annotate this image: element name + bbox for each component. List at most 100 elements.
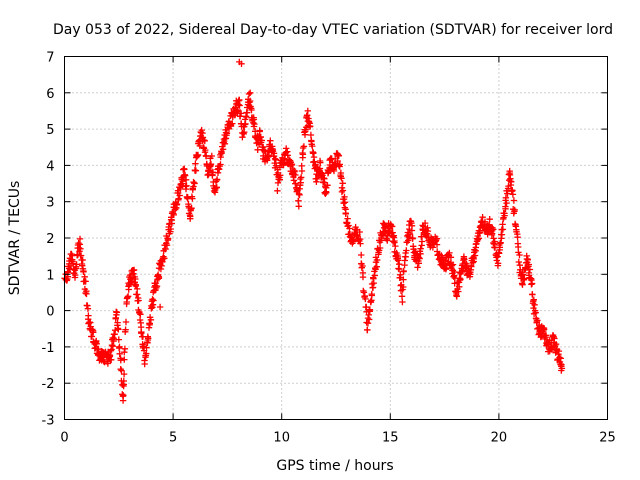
data-point: [132, 282, 140, 290]
data-point: [540, 326, 548, 333]
data-point: [117, 366, 124, 373]
data-point: [143, 344, 150, 351]
x-tick-label: 15: [382, 431, 399, 446]
y-tick-label: 2: [46, 232, 54, 247]
data-point: [394, 257, 402, 264]
data-point: [260, 144, 267, 151]
data-point: [417, 245, 424, 252]
data-point: [433, 241, 441, 248]
data-point: [258, 137, 265, 144]
data-point: [271, 155, 279, 162]
data-point: [88, 333, 96, 340]
data-point: [357, 240, 364, 247]
x-tick-label: 0: [60, 431, 68, 446]
data-point: [366, 308, 373, 315]
data-point: [490, 226, 497, 233]
data-point: [504, 190, 511, 197]
data-point: [461, 256, 468, 263]
data-point: [237, 113, 244, 120]
data-point: [509, 191, 517, 198]
data-point: [120, 370, 128, 378]
data-point: [334, 157, 341, 165]
data-point: [481, 218, 489, 225]
data-point: [530, 296, 537, 303]
data-point: [291, 167, 298, 174]
y-tick-label: 5: [46, 123, 54, 138]
data-point: [298, 174, 305, 181]
data-point: [359, 262, 366, 270]
data-point: [116, 343, 123, 350]
data-point: [493, 257, 500, 264]
data-point: [203, 153, 210, 160]
data-point: [153, 283, 161, 290]
data-point: [510, 197, 518, 204]
data-point: [167, 225, 174, 233]
data-point: [90, 329, 97, 336]
data-point: [508, 178, 515, 185]
data-point: [136, 316, 144, 324]
data-point: [433, 235, 441, 242]
data-point: [150, 297, 157, 304]
x-tick-label: 25: [599, 431, 616, 446]
data-point: [135, 297, 142, 304]
data-point: [403, 247, 410, 254]
data-point: [503, 199, 510, 207]
data-point: [373, 263, 380, 270]
data-point: [453, 293, 460, 300]
data-point: [122, 326, 129, 333]
y-tick-labels: -3 -2 -1 0 1 2 3 4 5 6 7: [42, 51, 55, 429]
y-tick-label: 3: [46, 196, 54, 211]
data-point: [341, 193, 348, 201]
data-point: [273, 162, 280, 169]
data-point: [406, 231, 414, 238]
data-point: [162, 245, 169, 253]
data-point: [490, 235, 497, 242]
data-point: [187, 206, 195, 213]
data-point: [242, 120, 249, 128]
data-point: [109, 343, 117, 350]
data-point: [192, 160, 199, 167]
data-point: [121, 345, 129, 352]
data-point: [202, 146, 209, 154]
data-point: [521, 275, 528, 282]
data-point: [238, 60, 245, 67]
data-point: [313, 178, 320, 185]
data-point: [218, 149, 225, 157]
data-point: [307, 122, 314, 130]
data-point: [104, 348, 112, 356]
data-point: [296, 191, 303, 199]
data-point: [245, 90, 253, 98]
data-point: [83, 290, 90, 298]
data-point: [342, 210, 349, 217]
data-point: [168, 216, 175, 224]
data-point: [470, 255, 477, 263]
data-point: [551, 335, 558, 342]
data-point: [175, 195, 182, 202]
data-point: [79, 262, 86, 269]
data-point: [494, 262, 502, 269]
data-point: [330, 167, 338, 175]
data-point: [127, 274, 134, 281]
data-point: [234, 106, 242, 114]
data-point: [274, 187, 281, 194]
data-point: [213, 184, 220, 191]
grid-lines: [64, 56, 608, 420]
data-point: [217, 161, 224, 168]
y-tick-label: 6: [46, 87, 54, 102]
data-point: [181, 172, 189, 179]
data-point: [208, 152, 215, 160]
data-point: [515, 258, 522, 266]
data-point: [307, 131, 315, 139]
data-point: [134, 285, 141, 293]
data-point: [149, 296, 156, 303]
data-point: [124, 293, 132, 300]
y-tick-label: -1: [42, 341, 55, 356]
data-point: [223, 130, 231, 137]
data-point: [376, 244, 384, 252]
data-point: [323, 189, 330, 196]
data-point: [189, 186, 196, 193]
data-point: [424, 227, 432, 235]
data-point: [455, 288, 462, 295]
data-point: [366, 316, 373, 323]
